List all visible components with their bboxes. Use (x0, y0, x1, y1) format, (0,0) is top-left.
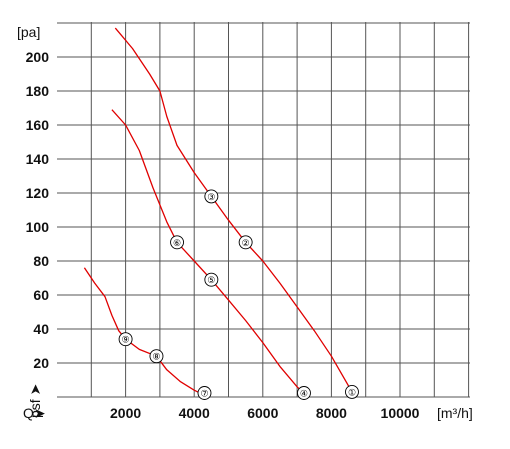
curve-marker: ⑨ (118, 332, 133, 347)
curve-marker: ⑥ (170, 235, 185, 250)
x-tick-label: 4000 (179, 405, 210, 421)
curve-marker-circle (204, 272, 219, 287)
curve-line-2 (111, 109, 305, 395)
curve-marker-label: ⑦ (200, 390, 208, 400)
curve-marker-label: ③ (207, 193, 215, 203)
curve-marker-label: ⑧ (152, 353, 160, 363)
curve-marker-circle (118, 332, 133, 347)
curve-marker-circle (149, 349, 164, 364)
x-unit-label: [m³/h] (437, 405, 473, 421)
curve-marker-label: ⑤ (207, 276, 215, 286)
curve-marker: ③ (204, 189, 219, 204)
x-tick-label: 6000 (247, 405, 278, 421)
y-tick-labels: 20 40 60 80 100 120 140 160 180 200 (26, 49, 50, 371)
y-tick-label: 180 (26, 83, 50, 99)
curve-marker-circle (238, 235, 253, 250)
y-tick-label: 20 (33, 355, 49, 371)
curve-marker: ⑤ (204, 272, 219, 287)
curve-marker-label: ① (348, 388, 356, 398)
curve-marker-circle (204, 189, 219, 204)
curve-marker-label: ⑥ (173, 239, 181, 249)
x-tick-labels: 2000 4000 6000 8000 10000 (110, 405, 420, 421)
curve-line-1 (114, 27, 353, 393)
curves (83, 27, 353, 396)
curve-marker: ⑦ (197, 386, 212, 400)
curve-marker: ① (345, 384, 359, 399)
grid (57, 22, 470, 398)
curve-markers: ① ② ③ ④ ⑤ ⑥ ⑦ ⑧ ⑨ (118, 189, 359, 400)
x-tick-label: 8000 (316, 405, 347, 421)
y-tick-label: 40 (33, 321, 49, 337)
y-tick-label: 120 (26, 185, 50, 201)
curve-marker-circle (170, 235, 185, 250)
y-tick-label: 100 (26, 219, 50, 235)
curve-marker: ④ (297, 386, 311, 400)
y-tick-label: 200 (26, 49, 50, 65)
curve-marker: ⑧ (149, 349, 164, 364)
curve-marker-label: ② (242, 239, 250, 249)
y-axis-marker: psf ➤ (27, 383, 43, 418)
y-tick-label: 160 (26, 117, 50, 133)
curve-line-3 (83, 267, 205, 396)
y-unit-label: [pa] (17, 24, 40, 40)
curve-marker-circle (197, 386, 212, 400)
curve-marker-circle (297, 386, 311, 400)
y-tick-label: 60 (33, 287, 49, 303)
curve-marker: ② (238, 235, 253, 250)
x-axis-marker: Q➤ (23, 405, 46, 421)
curve-marker-circle (345, 384, 359, 399)
y-tick-label: 80 (33, 253, 49, 269)
x-tick-label: 10000 (381, 405, 420, 421)
x-tick-label: 2000 (110, 405, 141, 421)
curve-marker-label: ⑨ (122, 336, 130, 346)
y-tick-label: 140 (26, 151, 50, 167)
curve-marker-label: ④ (300, 390, 308, 400)
